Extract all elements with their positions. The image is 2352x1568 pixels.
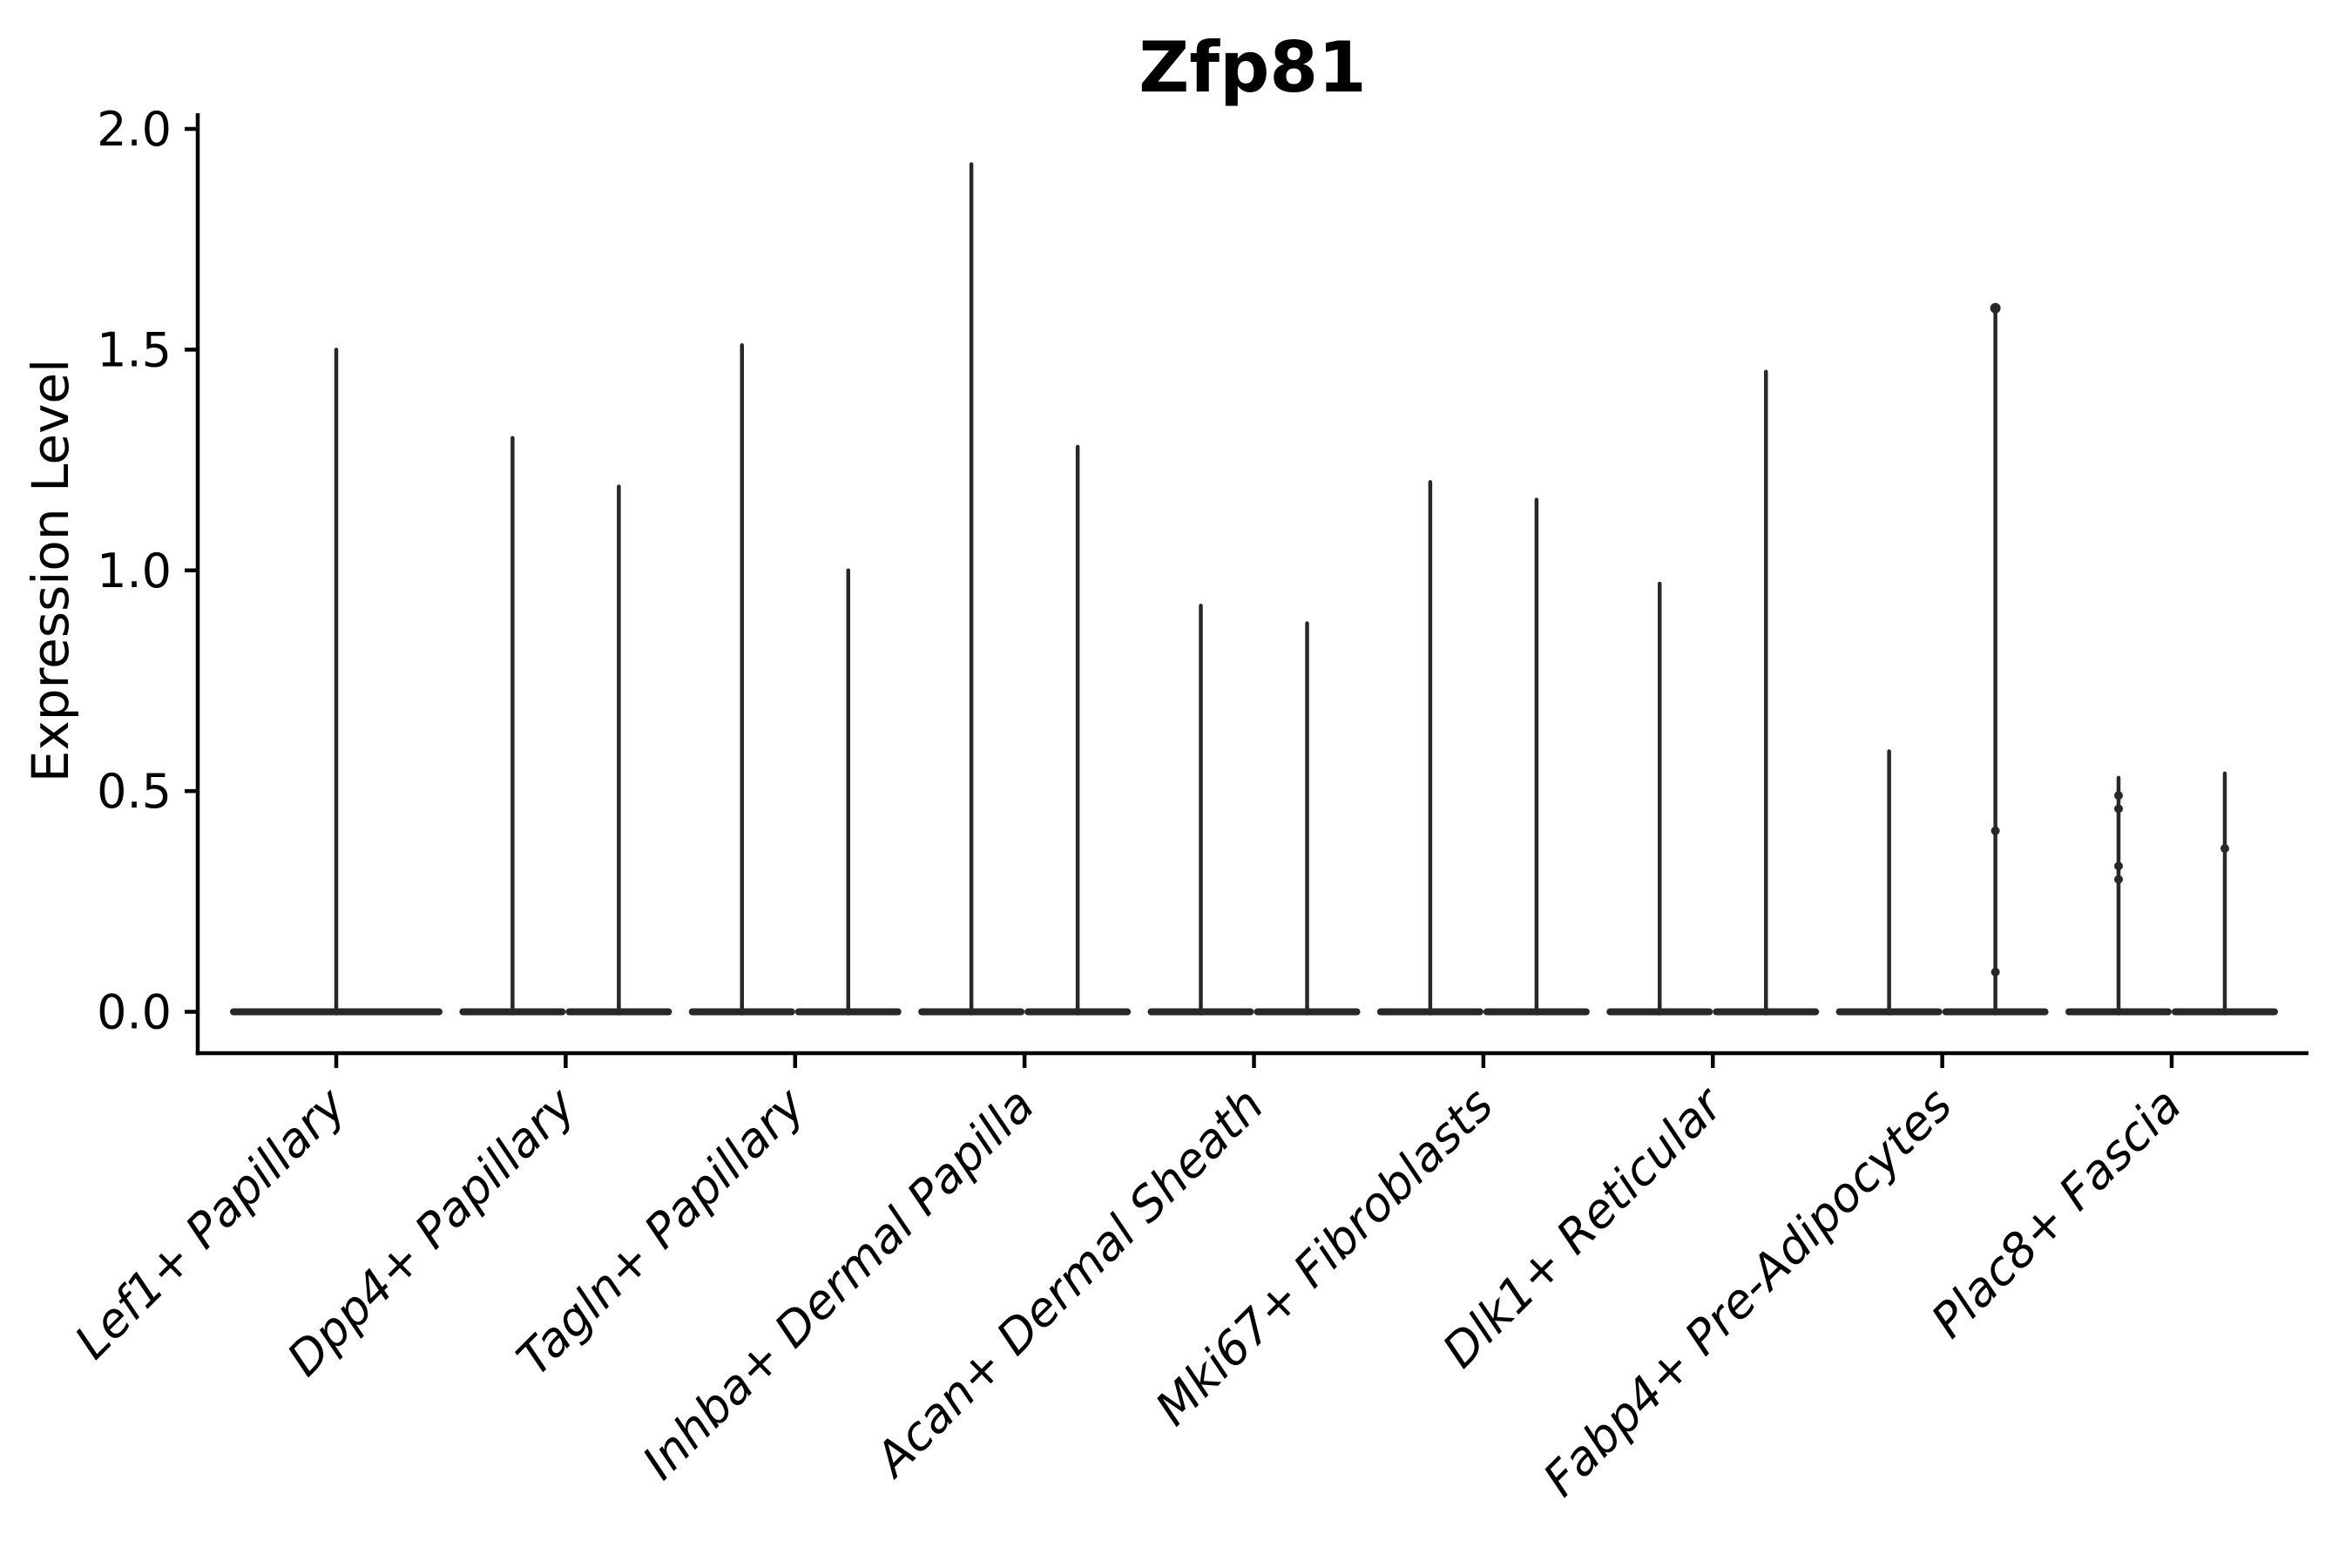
violin-category — [1376, 480, 1590, 1016]
y-tick-label: 2.0 — [97, 102, 172, 157]
x-tick-label: Fabp4+ Pre-Adipocytes — [1532, 1078, 1962, 1507]
violin — [688, 343, 795, 1016]
y-axis-label: Expression Level — [21, 359, 80, 782]
violin-category — [459, 436, 672, 1016]
violin — [2172, 771, 2278, 1016]
y-axis-ticks: 2.0 1.5 1.0 0.5 0.0 — [97, 102, 198, 1040]
x-tick-label: Inhba+ Dermal Papilla — [632, 1078, 1045, 1490]
violin-point-dot — [1990, 826, 2000, 835]
violin — [1713, 369, 1820, 1016]
violin — [1483, 497, 1590, 1016]
violin — [230, 348, 443, 1016]
violin — [794, 568, 902, 1016]
violin-point-dot — [1990, 967, 2000, 977]
violin-category — [688, 343, 902, 1016]
violin-tip-dot — [1990, 302, 2001, 314]
violin — [1942, 302, 2049, 1016]
violin-point-dot — [2114, 804, 2123, 814]
x-axis-ticks — [334, 1053, 2174, 1068]
violin-point-dot — [2114, 862, 2123, 871]
violins-group — [230, 162, 2278, 1016]
violin — [459, 436, 566, 1016]
violin-point-dot — [2114, 875, 2123, 884]
violin-category — [1606, 369, 1820, 1016]
violin-category — [1147, 604, 1361, 1016]
violin-category — [918, 162, 1132, 1016]
violin — [2065, 775, 2172, 1016]
violin — [1254, 621, 1361, 1016]
violin-category — [1835, 302, 2049, 1016]
y-tick-label: 1.5 — [97, 322, 172, 377]
violin-category — [2065, 771, 2278, 1016]
violin — [1606, 581, 1713, 1016]
violin — [1024, 444, 1132, 1016]
x-tick-label: Acan+ Dermal Sheath — [863, 1078, 1274, 1489]
violin — [1376, 480, 1484, 1016]
y-tick-label: 1.0 — [97, 544, 172, 598]
violin — [1147, 604, 1254, 1016]
violin — [918, 162, 1025, 1016]
chart-title: Zfp81 — [1139, 27, 1366, 108]
violin — [565, 484, 672, 1016]
violin — [1835, 749, 1943, 1016]
violin-point-dot — [2114, 791, 2123, 801]
x-tick-label: Plac8+ Fascia — [1921, 1078, 2192, 1348]
y-tick-label: 0.0 — [97, 985, 172, 1040]
violin-point-dot — [2220, 844, 2229, 854]
y-tick-label: 0.5 — [97, 764, 172, 819]
violin-category — [230, 348, 443, 1016]
